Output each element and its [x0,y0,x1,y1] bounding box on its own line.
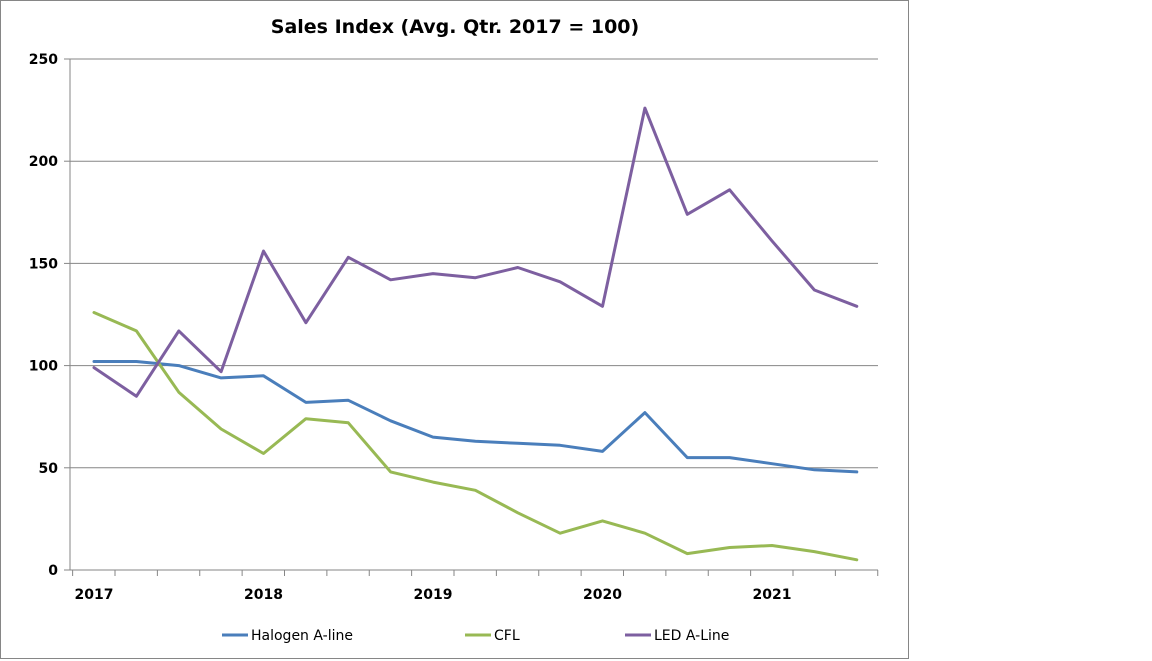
y-tick-labels: 0 50 100 150 200 250 [29,52,58,579]
gridlines [64,58,878,571]
legend-label: Halogen A-line [251,628,353,644]
y-tick-label: 50 [39,461,59,477]
x-tick-labels: 2017 2018 2019 2020 2021 [75,587,792,603]
y-tick-label: 250 [29,52,58,68]
y-tick-label: 200 [29,154,58,170]
series-line-led-a-line [92,106,859,398]
x-tick-label: 2017 [75,587,114,603]
y-tick-label: 100 [29,359,58,375]
legend-label: CFL [494,628,520,644]
x-tick-label: 2019 [414,587,453,603]
chart-frame [0,0,909,659]
series-lines [92,106,859,562]
axes [69,59,879,576]
x-tick-label: 2021 [753,587,792,603]
series-line-halogen-a-line [92,360,859,474]
x-tick-label: 2018 [244,587,283,603]
series-line-cfl [92,311,859,562]
y-tick-label: 150 [29,256,58,272]
legend-label: LED A-Line [654,628,729,644]
chart-title: Sales Index (Avg. Qtr. 2017 = 100) [271,16,639,38]
y-tick-label: 0 [48,563,58,579]
x-tick-label: 2020 [583,587,622,603]
legend: Halogen A-line CFL LED A-Line [222,628,729,644]
